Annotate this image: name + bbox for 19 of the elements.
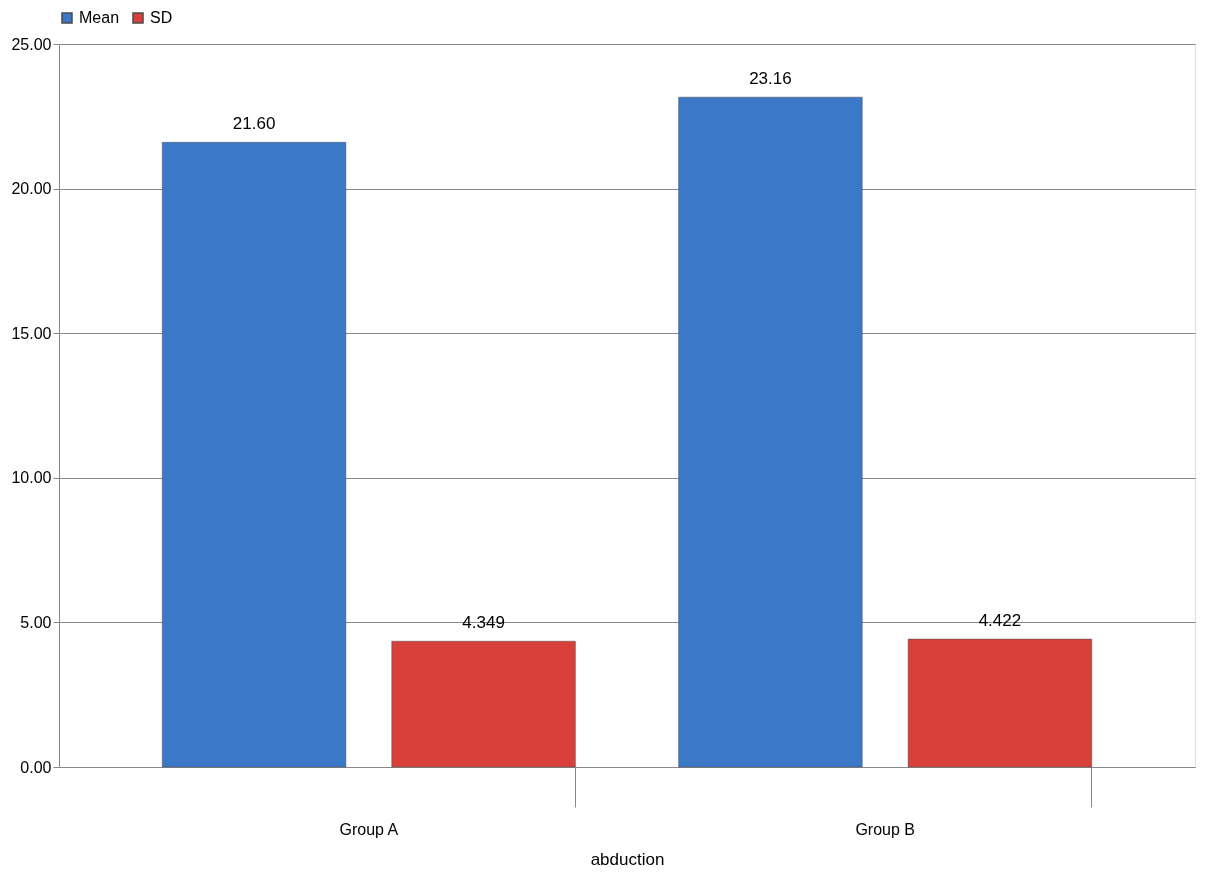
bar bbox=[162, 142, 347, 768]
y-tick-label: 15.00 bbox=[11, 324, 52, 342]
x-tick-label: Group B bbox=[855, 820, 915, 838]
legend-label: SD bbox=[150, 9, 173, 26]
data-label: 4.349 bbox=[462, 613, 505, 633]
data-label: 21.60 bbox=[232, 114, 276, 134]
y-tick-label: 10.00 bbox=[11, 469, 52, 487]
x-tick-label: Group A bbox=[339, 820, 399, 838]
y-tick-label: 5.00 bbox=[20, 613, 52, 631]
y-tick-label: 0.00 bbox=[20, 758, 52, 776]
y-tick-label: 25.00 bbox=[11, 35, 52, 53]
bar bbox=[678, 96, 863, 768]
legend-label: Mean bbox=[79, 9, 120, 26]
bar bbox=[907, 638, 1092, 768]
x-axis-title: abduction bbox=[590, 849, 665, 869]
bar bbox=[391, 640, 576, 768]
data-label: 4.422 bbox=[978, 611, 1022, 631]
data-label: 23.16 bbox=[749, 69, 792, 89]
y-tick-label: 20.00 bbox=[11, 180, 52, 198]
